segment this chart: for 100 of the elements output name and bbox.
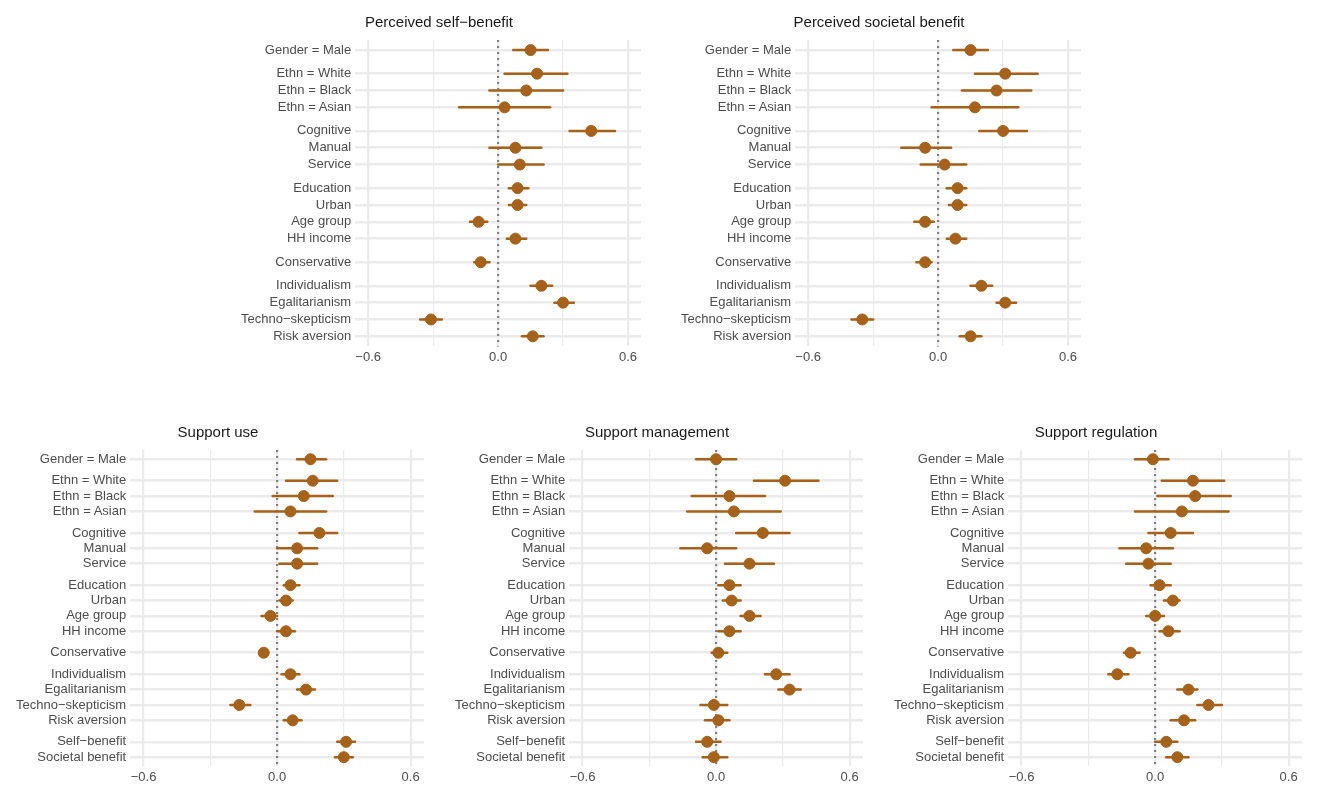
chart-title: Support management (584, 423, 730, 441)
y-tick-label: Conservative (50, 644, 127, 660)
y-tick-label: Ethn = Asian (277, 98, 352, 114)
y-tick-label: Manual (748, 139, 792, 155)
x-tick-label: 0.6 (401, 768, 420, 784)
y-tick-label: Service (82, 555, 127, 571)
y-tick-label: Risk aversion (713, 327, 792, 343)
y-tick-label: Education (733, 179, 792, 195)
y-tick-label: Individualism (51, 665, 127, 681)
y-tick-label: HH income (500, 622, 566, 638)
y-tick-label: Gender = Male (917, 450, 1005, 466)
y-tick-label: Conservative (715, 253, 792, 269)
y-tick-label: Service (521, 555, 566, 571)
y-tick-label: Ethn = Black (277, 82, 352, 98)
y-tick-label: Urban (529, 592, 566, 608)
y-tick-label: Education (507, 576, 566, 592)
y-tick-label: Self−benefit (935, 733, 1005, 749)
chart-title: Support use (177, 423, 259, 441)
y-tick-label: Age group (731, 213, 792, 229)
y-tick-label: Urban (968, 592, 1005, 608)
y-tick-label: Gender = Male (264, 41, 352, 57)
y-tick-label: Ethn = White (276, 65, 352, 81)
y-tick-label: Age group (505, 607, 566, 623)
y-tick-label: HH income (939, 622, 1005, 638)
y-tick-label: Manual (308, 139, 352, 155)
y-tick-label: Cognitive (736, 122, 792, 138)
y-tick-label: Service (960, 555, 1005, 571)
y-tick-label: Self−benefit (57, 733, 127, 749)
y-tick-label: HH income (61, 622, 127, 638)
y-tick-label: Ethn = Black (491, 487, 566, 503)
y-tick-label: Ethn = Asian (930, 503, 1005, 519)
y-tick-label: Cognitive (949, 524, 1005, 540)
y-tick-label: Education (68, 576, 127, 592)
y-tick-label: Egalitarianism (483, 681, 566, 697)
y-tick-label: HH income (286, 230, 352, 246)
y-tick-label: Cognitive (510, 524, 566, 540)
y-tick-label: Conservative (489, 644, 566, 660)
y-tick-label: Individualism (716, 277, 792, 293)
x-tick-label: −0.6 (1008, 768, 1035, 784)
y-tick-label: Service (307, 156, 352, 172)
y-tick-label: Manual (83, 539, 127, 555)
y-tick-label: Conservative (275, 253, 352, 269)
y-tick-label: Risk aversion (926, 711, 1005, 727)
y-tick-label: Ethn = White (490, 472, 566, 488)
y-tick-label: Egalitarianism (709, 294, 792, 310)
y-tick-label: Techno−skepticism (893, 696, 1005, 712)
y-tick-label: Manual (961, 539, 1005, 555)
x-tick-label: 0.0 (1146, 768, 1165, 784)
y-tick-label: Ethn = White (51, 472, 127, 488)
y-tick-label: Individualism (490, 665, 566, 681)
y-tick-label: Egalitarianism (922, 681, 1005, 697)
y-tick-label: Societal benefit (476, 748, 566, 764)
y-tick-label: Conservative (928, 644, 1005, 660)
y-tick-label: Ethn = Black (930, 487, 1005, 503)
y-tick-label: Service (747, 156, 792, 172)
y-tick-label: Techno−skepticism (240, 311, 352, 327)
y-tick-label: Techno−skepticism (15, 696, 127, 712)
y-tick-label: Self−benefit (496, 733, 566, 749)
y-tick-label: Age group (944, 607, 1005, 623)
y-tick-label: Egalitarianism (44, 681, 127, 697)
y-tick-label: HH income (726, 230, 792, 246)
y-tick-label: Gender = Male (704, 41, 792, 57)
y-tick-label: Urban (90, 592, 127, 608)
y-tick-label: Cognitive (296, 122, 352, 138)
y-tick-label: Education (946, 576, 1005, 592)
chart-title: Perceived societal benefit (793, 13, 966, 31)
x-tick-label: 0.6 (618, 348, 638, 364)
y-tick-label: Ethn = Black (717, 82, 792, 98)
y-tick-label: Urban (315, 196, 352, 212)
y-tick-label: Education (293, 179, 352, 195)
y-tick-label: Ethn = Asian (491, 503, 566, 519)
y-tick-label: Ethn = Asian (52, 503, 127, 519)
x-tick-label: 0.6 (1279, 768, 1298, 784)
y-tick-label: Risk aversion (48, 711, 127, 727)
y-tick-label: Individualism (929, 665, 1005, 681)
y-tick-label: Risk aversion (273, 327, 352, 343)
y-tick-label: Techno−skepticism (680, 311, 792, 327)
x-tick-label: 0.6 (840, 768, 859, 784)
x-tick-label: −0.6 (569, 768, 596, 784)
x-tick-label: 0.0 (489, 348, 508, 364)
y-tick-label: Risk aversion (487, 711, 566, 727)
x-tick-label: −0.6 (795, 348, 822, 364)
y-tick-label: Ethn = Black (52, 487, 127, 503)
y-tick-label: Ethn = White (929, 472, 1005, 488)
y-tick-label: Age group (291, 213, 352, 229)
x-tick-label: 0.0 (268, 768, 287, 784)
x-tick-label: 0.0 (707, 768, 726, 784)
y-tick-label: Societal benefit (915, 748, 1005, 764)
x-tick-label: −0.6 (130, 768, 157, 784)
y-tick-label: Societal benefit (37, 748, 127, 764)
chart-title: Support regulation (1034, 423, 1158, 441)
y-tick-label: Individualism (276, 277, 352, 293)
y-tick-label: Urban (755, 196, 792, 212)
y-tick-label: Egalitarianism (269, 294, 352, 310)
y-tick-label: Gender = Male (39, 450, 127, 466)
x-tick-label: 0.0 (929, 348, 948, 364)
y-tick-label: Manual (522, 539, 566, 555)
x-tick-label: 0.6 (1058, 348, 1078, 364)
chart-title: Perceived self−benefit (364, 13, 514, 31)
y-tick-label: Gender = Male (478, 450, 566, 466)
